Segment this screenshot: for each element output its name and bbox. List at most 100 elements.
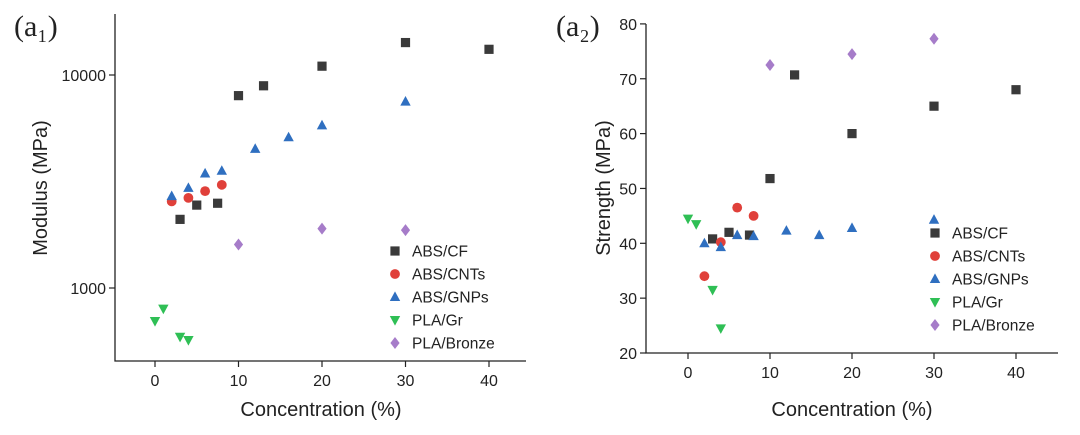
modulus-point-abs-gnps <box>283 131 294 142</box>
strength-point-pla-bronze <box>929 32 939 45</box>
strength-point-abs-cnts <box>699 271 710 282</box>
strength-point-abs-gnps <box>846 222 858 232</box>
strength-y-tick-label: 70 <box>619 72 637 89</box>
strength-y-tick-label: 40 <box>619 236 637 253</box>
modulus-y-axis-title: Modulus (MPa) <box>30 120 52 256</box>
modulus-point-abs-cnts <box>200 186 211 197</box>
strength-point-pla-bronze <box>765 59 775 72</box>
legend-marker-abs-cnts <box>390 269 400 279</box>
modulus-point-pla-gr <box>149 316 161 327</box>
strength-legend: ABS/CF ABS/CNTs ABS/GNPs PLA/Gr PLA/Bronze <box>929 226 1035 335</box>
legend-marker-pla-bronze <box>930 319 940 331</box>
modulus-x-tick-label: 30 <box>397 373 415 390</box>
modulus-point-pla-bronze <box>400 224 411 237</box>
legend-label-abs-cnts: ABS/CNTs <box>952 249 1025 266</box>
strength-point-abs-cnts <box>732 202 743 213</box>
modulus-point-abs-cf <box>175 214 185 224</box>
modulus-point-abs-cf <box>484 44 494 54</box>
modulus-point-abs-cnts <box>183 192 194 203</box>
modulus-point-abs-cf <box>400 37 411 48</box>
modulus-point-abs-gnps <box>166 190 177 201</box>
strength-point-abs-gnps <box>781 225 792 235</box>
modulus-point-pla-gr <box>158 304 169 315</box>
modulus-legend: ABS/CF ABS/CNTs ABS/GNPs PLA/Gr PLA/Bronze <box>389 244 495 353</box>
strength-point-abs-cf <box>724 227 734 237</box>
strength-point-abs-cf <box>929 101 939 111</box>
strength-point-abs-gnps <box>699 237 710 248</box>
legend-label-abs-gnps: ABS/GNPs <box>412 290 489 307</box>
modulus-y-tick-label: 10000 <box>62 68 107 85</box>
legend-label-pla-gr: PLA/Gr <box>412 313 463 330</box>
strength-x-tick-label: 0 <box>684 365 693 382</box>
strength-y-tick-label: 80 <box>619 17 637 34</box>
modulus-point-abs-cnts <box>216 179 227 190</box>
strength-point-abs-gnps <box>748 230 759 241</box>
strength-y-axis-title: Strength (MPa) <box>593 120 615 256</box>
strength-point-abs-cnts <box>748 210 759 221</box>
modulus-point-abs-gnps <box>316 119 328 130</box>
strength-point-pla-gr <box>715 324 726 334</box>
strength-x-tick-label: 20 <box>843 365 861 382</box>
modulus-point-abs-gnps <box>199 167 211 178</box>
modulus-x-tick-label: 40 <box>480 373 498 390</box>
panel-label-a1: (a₁) <box>14 10 58 43</box>
legend-marker-pla-bronze <box>390 337 400 349</box>
modulus-point-pla-gr <box>174 332 186 343</box>
legend-label-pla-gr: PLA/Gr <box>952 295 1003 312</box>
modulus-point-abs-gnps <box>183 182 194 192</box>
strength-point-abs-cf <box>847 129 857 139</box>
strength-y-tick-label: 60 <box>619 127 637 144</box>
strength-x-tick-label: 40 <box>1007 365 1025 382</box>
legend-marker-abs-cf <box>930 228 940 238</box>
modulus-point-pla-bronze <box>233 238 244 251</box>
legend-label-abs-cnts: ABS/CNTs <box>412 267 485 284</box>
strength-point-abs-gnps <box>928 214 940 224</box>
legend-label-abs-cf: ABS/CF <box>412 244 468 261</box>
modulus-point-abs-gnps <box>250 143 261 153</box>
modulus-x-tick-label: 10 <box>230 373 248 390</box>
strength-point-abs-cf <box>790 70 800 80</box>
modulus-data-points <box>149 37 494 346</box>
modulus-x-axis-title: Concentration (%) <box>240 399 401 421</box>
modulus-point-abs-cf <box>192 200 202 210</box>
strength-point-pla-gr <box>682 214 694 225</box>
legend-marker-abs-gnps <box>929 273 941 283</box>
strength-ticks: 0 10 20 30 40 20 30 40 50 60 70 80 <box>619 17 1025 382</box>
strength-x-axis-title: Concentration (%) <box>771 399 932 421</box>
strength-point-pla-bronze <box>847 48 857 61</box>
panel-strength: (a₂) Concentration (%) Strength (MPa) 0 1… <box>556 10 1058 421</box>
strength-point-abs-gnps <box>715 241 726 252</box>
legend-marker-abs-cnts <box>930 251 940 261</box>
strength-point-pla-gr <box>707 285 718 296</box>
legend-label-abs-gnps: ABS/GNPs <box>952 272 1029 289</box>
legend-marker-abs-gnps <box>389 291 401 301</box>
strength-y-tick-label: 20 <box>619 346 637 363</box>
modulus-point-abs-gnps <box>400 96 411 106</box>
legend-marker-pla-gr <box>389 316 401 326</box>
legend-marker-pla-gr <box>929 298 941 308</box>
strength-x-tick-label: 10 <box>761 365 779 382</box>
modulus-point-pla-gr <box>183 335 194 346</box>
strength-y-tick-label: 30 <box>619 291 637 308</box>
strength-point-abs-cf <box>744 230 755 240</box>
strength-point-abs-gnps <box>814 229 825 240</box>
modulus-point-abs-cf <box>213 198 223 208</box>
panel-modulus: (a₁) Concentration (%) Modulus (MPa) 0 10… <box>14 10 526 421</box>
modulus-x-tick-label: 20 <box>313 373 331 390</box>
panel-label-a2: (a₂) <box>556 10 600 43</box>
modulus-axes <box>114 14 526 362</box>
modulus-point-abs-gnps <box>216 165 227 175</box>
strength-point-abs-gnps <box>732 229 743 240</box>
strength-data-points <box>682 32 1021 334</box>
strength-point-pla-gr <box>691 220 702 230</box>
modulus-point-abs-cf <box>317 61 327 71</box>
legend-label-pla-bronze: PLA/Bronze <box>412 336 495 353</box>
modulus-y-tick-label: 1000 <box>70 281 106 298</box>
modulus-x-tick-label: 0 <box>151 373 160 390</box>
strength-point-abs-cf <box>1011 85 1021 95</box>
legend-label-abs-cf: ABS/CF <box>952 226 1008 243</box>
modulus-point-abs-cf <box>233 91 244 101</box>
legend-marker-abs-cf <box>390 246 400 256</box>
modulus-point-abs-cf <box>258 81 269 91</box>
strength-point-abs-cf <box>765 173 775 184</box>
